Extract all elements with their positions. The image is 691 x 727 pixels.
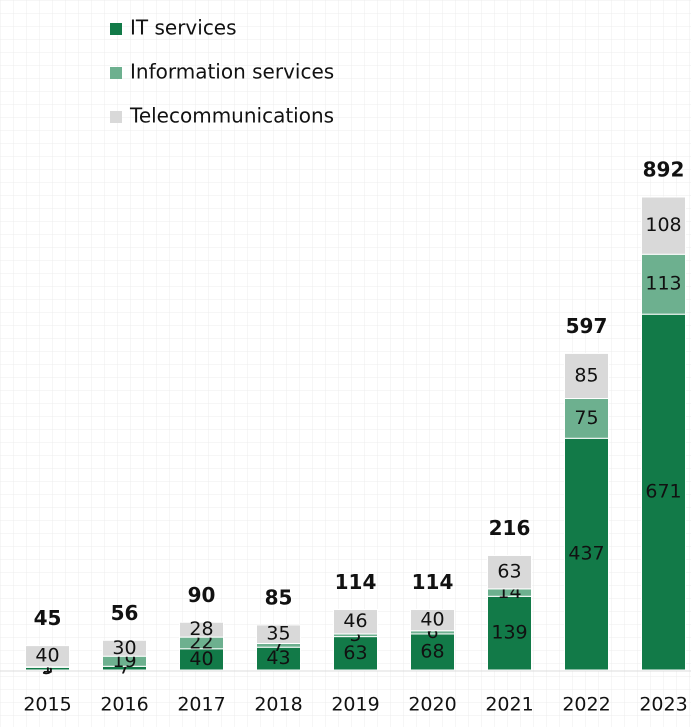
x-tick-label: 2022 [562, 694, 610, 716]
legend-swatch [110, 23, 122, 35]
value-label: 85 [574, 364, 598, 386]
legend-label: Telecommunications [129, 104, 334, 128]
bar-segment [641, 313, 686, 671]
total-label: 90 [188, 583, 216, 607]
legend-label: Information services [130, 60, 334, 84]
bar-segment [410, 633, 455, 671]
total-label: 45 [34, 606, 62, 630]
legend-swatch [110, 67, 122, 79]
legend-label: IT services [130, 16, 237, 40]
x-tick-label: 2018 [254, 694, 302, 716]
value-label: 28 [189, 618, 213, 640]
total-label: 56 [111, 601, 139, 625]
value-label: 40 [420, 609, 444, 631]
value-label: 40 [189, 648, 213, 670]
bar-segment [487, 554, 532, 590]
value-label: 437 [568, 543, 604, 565]
value-label: 35 [266, 623, 290, 645]
bar-segment [256, 624, 301, 644]
bar-segment [564, 437, 609, 671]
bar-segment [564, 398, 609, 439]
x-tick-label: 2021 [485, 694, 533, 716]
value-label: 75 [574, 407, 598, 429]
value-label: 46 [343, 610, 367, 632]
x-tick-label: 2020 [408, 694, 456, 716]
total-label: 597 [566, 314, 608, 338]
total-label: 114 [412, 570, 454, 594]
x-tick-label: 2015 [23, 694, 71, 716]
value-label: 108 [645, 214, 681, 236]
total-label: 892 [643, 158, 685, 182]
value-label: 40 [35, 645, 59, 667]
value-label: 43 [266, 647, 290, 669]
bar-segment [333, 636, 378, 671]
value-label: 63 [343, 642, 367, 664]
value-label: 139 [491, 622, 527, 644]
value-label: 30 [112, 637, 136, 659]
legend-swatch [110, 111, 122, 123]
x-tick-label: 2016 [100, 694, 148, 716]
bar-segment [487, 595, 532, 671]
bar-segment [641, 196, 686, 255]
bar-segment [179, 621, 224, 638]
bar-segment [102, 639, 147, 657]
x-tick-label: 2023 [639, 694, 687, 716]
total-label: 85 [265, 585, 293, 609]
value-label: 63 [497, 561, 521, 583]
bar-segment [333, 609, 378, 635]
bar-segment [564, 352, 609, 400]
x-tick-label: 2017 [177, 694, 225, 716]
total-label: 114 [335, 570, 377, 594]
value-label: 113 [645, 273, 681, 295]
bar-segment [25, 645, 70, 668]
bar-segment [410, 609, 455, 632]
x-tick-label: 2019 [331, 694, 379, 716]
value-label: 671 [645, 481, 681, 503]
value-label: 68 [420, 640, 444, 662]
total-label: 216 [489, 516, 531, 540]
